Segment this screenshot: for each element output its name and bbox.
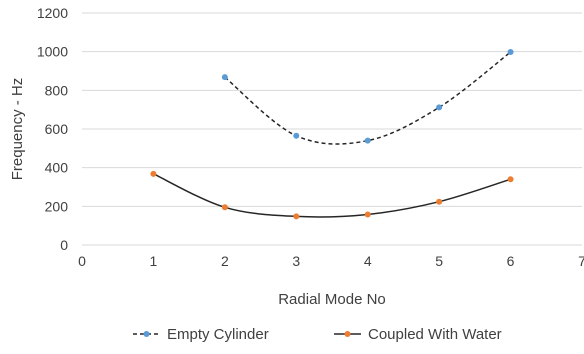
y-tick-label: 0 bbox=[60, 237, 68, 253]
x-tick-label: 5 bbox=[435, 253, 443, 269]
series-line-empty-cylinder bbox=[224, 51, 512, 145]
legend-marker-empty-cylinder bbox=[143, 331, 150, 337]
legend-label-empty-cylinder: Empty Cylinder bbox=[167, 326, 269, 343]
data-point-coupled-with-water bbox=[364, 211, 371, 218]
y-tick-label: 1000 bbox=[37, 44, 68, 60]
x-tick-label: 3 bbox=[292, 253, 300, 269]
series-lines bbox=[153, 51, 512, 218]
data-point-coupled-with-water bbox=[436, 198, 443, 205]
x-tick-labels: 0 1 2 3 4 5 6 7 bbox=[78, 253, 584, 269]
data-point-coupled-with-water bbox=[293, 213, 300, 220]
data-point-coupled-with-water bbox=[221, 204, 228, 211]
legend-marker-coupled-with-water bbox=[344, 331, 351, 337]
data-point-empty-cylinder bbox=[293, 132, 300, 139]
x-tick-label: 7 bbox=[578, 253, 584, 269]
x-tick-label: 0 bbox=[78, 253, 86, 269]
data-point-empty-cylinder bbox=[221, 74, 228, 81]
series-line-coupled-with-water bbox=[153, 173, 511, 218]
data-point-empty-cylinder bbox=[436, 104, 443, 111]
gridlines bbox=[82, 12, 582, 246]
data-point-empty-cylinder bbox=[364, 137, 371, 144]
y-tick-label: 600 bbox=[45, 121, 69, 137]
legend: Empty Cylinder Coupled With Water bbox=[133, 326, 502, 343]
y-tick-label: 400 bbox=[45, 160, 69, 176]
x-tick-label: 6 bbox=[507, 253, 515, 269]
y-tick-labels: 0 200 400 600 800 1000 1200 bbox=[37, 5, 68, 253]
y-tick-label: 200 bbox=[45, 198, 69, 214]
data-point-empty-cylinder bbox=[507, 49, 514, 56]
x-tick-label: 4 bbox=[364, 253, 372, 269]
x-axis-title: Radial Mode No bbox=[278, 291, 386, 308]
data-point-coupled-with-water bbox=[507, 176, 514, 183]
x-tick-label: 1 bbox=[150, 253, 158, 269]
x-tick-label: 2 bbox=[221, 253, 229, 269]
series-points bbox=[150, 49, 514, 220]
y-tick-label: 800 bbox=[45, 82, 69, 98]
data-point-coupled-with-water bbox=[150, 170, 157, 177]
y-axis-title: Frequency - Hz bbox=[9, 78, 26, 181]
y-tick-label: 1200 bbox=[37, 5, 68, 21]
legend-label-coupled-with-water: Coupled With Water bbox=[368, 326, 502, 343]
